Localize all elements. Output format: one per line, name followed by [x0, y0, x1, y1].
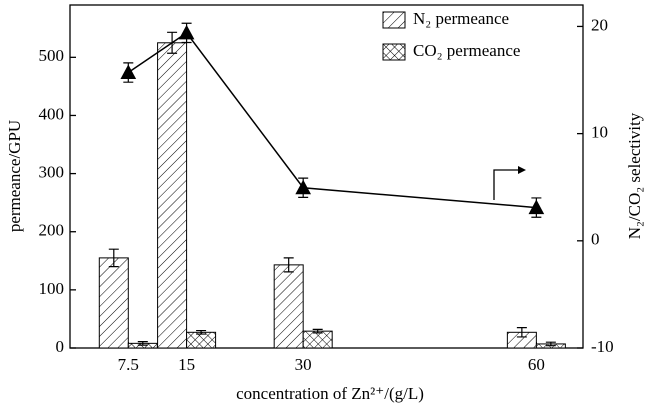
- bar: [98, 257, 129, 349]
- y-tick-label: 200: [39, 221, 65, 240]
- x-tick-label: 15: [178, 355, 195, 374]
- legend-swatch: [382, 43, 406, 61]
- bar: [186, 331, 217, 349]
- x-tick-label: 60: [528, 355, 545, 374]
- error-bar: [196, 329, 207, 335]
- y2-tick-label: 20: [591, 15, 608, 34]
- marker: [528, 199, 545, 215]
- error-bar: [312, 328, 323, 334]
- y-tick-label: 400: [39, 104, 65, 123]
- y2-tick-label: 0: [591, 230, 600, 249]
- y-tick-label: 100: [39, 279, 65, 298]
- x-tick-label: 30: [295, 355, 312, 374]
- y-axis-label: permeance/GPU: [5, 120, 24, 232]
- error-bar: [545, 341, 556, 347]
- x-tick-label: 7.5: [118, 355, 139, 374]
- x-axis-label: concentration of Zn²⁺/(g/L): [236, 384, 424, 403]
- line: [127, 31, 537, 209]
- y-tick-label: 500: [39, 46, 65, 65]
- legend-label: CO₂ permeance: [413, 41, 520, 60]
- bar: [302, 330, 333, 349]
- axis-arrow: [493, 169, 518, 200]
- error-bar: [283, 257, 294, 273]
- legend-label: N₂ permeance: [413, 9, 509, 28]
- y-tick-label: 0: [56, 337, 65, 356]
- axis-arrow-head: [518, 166, 526, 174]
- legend-swatch: [382, 11, 406, 29]
- marker: [295, 179, 312, 195]
- error-bar: [137, 341, 148, 346]
- y-tick-label: 300: [39, 162, 65, 181]
- y2-axis-label: N₂/CO₂ selectivity: [625, 112, 644, 239]
- y2-tick-label: 10: [591, 123, 608, 142]
- marker: [120, 64, 137, 80]
- bar: [273, 264, 304, 349]
- y2-tick-label: -10: [591, 337, 614, 356]
- error-bar: [108, 248, 119, 268]
- bar: [157, 42, 188, 349]
- marker: [178, 24, 195, 40]
- error-bar: [516, 327, 527, 338]
